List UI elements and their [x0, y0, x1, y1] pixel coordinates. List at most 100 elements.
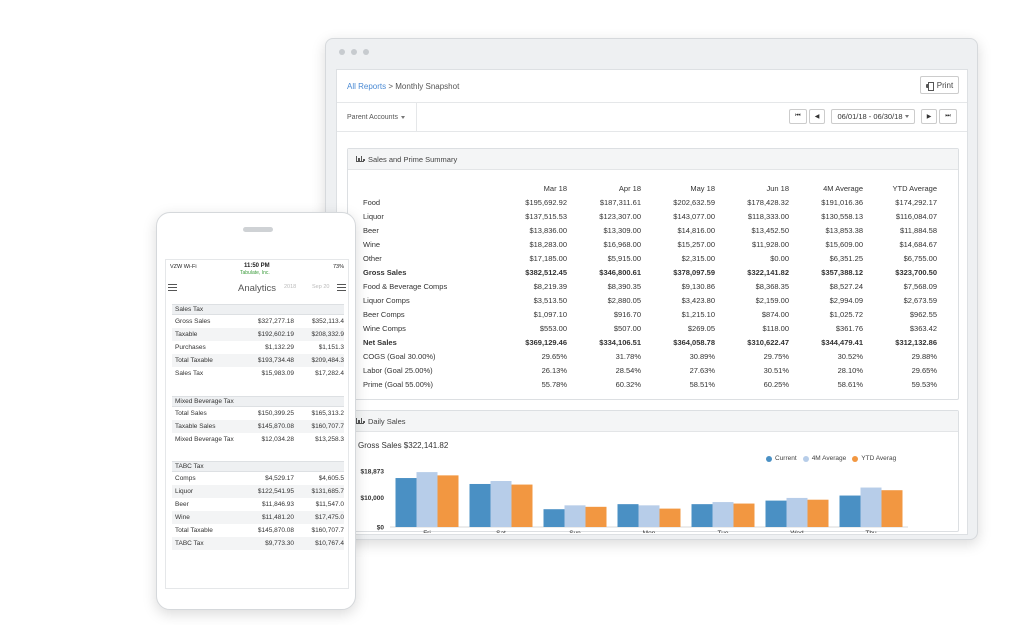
mobile-row: Total Sales $150,399.25 $165,313.2 [172, 407, 344, 420]
breadcrumb: All Reports > Monthly Snapshot [347, 82, 459, 91]
mobile-row-value: $193,734.48 [257, 357, 294, 364]
parent-accounts-dropdown[interactable]: Parent Accounts [337, 103, 417, 131]
first-page-button[interactable]: ⏮ [789, 109, 807, 124]
next-page-button[interactable]: ▶ [921, 109, 937, 124]
desktop-browser-window: All Reports > Monthly Snapshot Print Par… [325, 38, 978, 540]
summary-cell: $2,315.00 [681, 253, 715, 263]
bar-current[interactable] [617, 504, 639, 527]
bar-ytd-averag[interactable] [437, 475, 459, 527]
bar-4m-average[interactable] [712, 502, 734, 527]
summary-panel-header: Sales and Prime Summary [348, 149, 958, 170]
mobile-row: Total Taxable $145,870.08 $160,707.7 [172, 524, 344, 537]
bar-4m-average[interactable] [416, 472, 438, 527]
summary-cell: 58.51% [689, 379, 715, 389]
mobile-title: Analytics [237, 283, 276, 294]
mobile-row-value: $15,983.09 [261, 370, 294, 377]
summary-cell: $874.00 [761, 309, 789, 319]
bar-4m-average[interactable] [490, 481, 512, 527]
chart-legend: Current 4M Average YTD Averag [766, 455, 896, 462]
ghost-tab[interactable]: Sep 20 [312, 284, 330, 290]
summary-cell: $7,568.09 [903, 281, 937, 291]
status-battery: 73% [332, 264, 344, 270]
bar-4m-average[interactable] [786, 497, 808, 527]
window-dot-icon[interactable] [339, 49, 345, 55]
bar-ytd-averag[interactable] [511, 484, 533, 527]
window-dot-icon[interactable] [351, 49, 357, 55]
summary-cell: 29.75% [763, 351, 789, 361]
mobile-row-value: $150,399.25 [257, 410, 294, 417]
summary-column-header: 4M Average [823, 183, 863, 193]
y-tick-label: $10,000 [361, 495, 385, 502]
bar-ytd-averag[interactable] [585, 506, 607, 527]
summary-cell: $382,512.45 [525, 267, 567, 277]
mobile-row-value: $352,113.4 [311, 318, 344, 325]
report-app: All Reports > Monthly Snapshot Print Par… [336, 69, 968, 535]
summary-cell: $378,097.59 [673, 267, 715, 277]
summary-cell: $8,527.24 [829, 281, 863, 291]
summary-row: Gross Sales $382,512.45 $346,800.61 $378,09… [363, 265, 937, 279]
last-page-button[interactable]: ⏭ [939, 109, 957, 124]
menu-icon[interactable] [337, 284, 346, 291]
bar-ytd-averag[interactable] [881, 490, 903, 527]
mobile-row-value: $13,258.3 [315, 436, 344, 443]
x-tick-label: Sun [569, 530, 581, 533]
bar-current[interactable] [765, 500, 787, 527]
window-controls [339, 49, 369, 55]
bar-current[interactable] [395, 478, 417, 527]
bar-ytd-averag[interactable] [733, 503, 755, 527]
mobile-row: Gross Sales $327,277.18 $352,113.4 [172, 315, 344, 328]
bar-current[interactable] [469, 483, 491, 527]
print-button[interactable]: Print [920, 76, 959, 94]
breadcrumb-current: Monthly Snapshot [395, 82, 460, 91]
daily-sales-panel: Daily Sales Gross Sales $322,141.82 Curr… [347, 410, 959, 533]
summary-row: Food & Beverage Comps $8,219.39 $8,390.35 $… [363, 279, 937, 293]
breadcrumb-all-reports[interactable]: All Reports [347, 82, 387, 91]
x-tick-label: Mon [643, 530, 656, 533]
phone-speaker [243, 227, 273, 232]
bar-4m-average[interactable] [860, 487, 882, 527]
bar-current[interactable] [691, 504, 713, 527]
gross-sales-total: Gross Sales $322,141.82 [358, 441, 449, 450]
mobile-row-value: $1,132.29 [265, 344, 294, 351]
legend-item[interactable]: Current [766, 455, 797, 462]
prev-page-button[interactable]: ◀ [809, 109, 825, 124]
mobile-row-label: Mixed Beverage Tax [175, 436, 234, 443]
legend-item[interactable]: YTD Averag [852, 455, 896, 462]
bar-4m-average[interactable] [638, 505, 660, 527]
summary-row: Liquor $137,515.53 $123,307.00 $143,077.00 $… [363, 209, 937, 223]
mobile-row-value: $10,767.4 [315, 540, 344, 547]
mobile-section: Mixed Beverage Tax Total Sales $150,399.25… [172, 396, 344, 446]
bar-current[interactable] [839, 495, 861, 527]
ghost-tab[interactable]: 2018 [284, 284, 297, 290]
bar-ytd-averag[interactable] [659, 508, 681, 527]
window-dot-icon[interactable] [363, 49, 369, 55]
summary-cell: $8,219.39 [533, 281, 567, 291]
summary-row-label: Prime (Goal 55.00%) [363, 379, 434, 389]
mobile-row: Total Taxable $193,734.48 $209,484.3 [172, 354, 344, 367]
summary-cell: $14,816.00 [677, 225, 715, 235]
mobile-row-value: $11,547.0 [315, 501, 344, 508]
summary-cell: $0.00 [770, 253, 789, 263]
mobile-row-value: $327,277.18 [257, 318, 294, 325]
mobile-section-title: TABC Tax [172, 461, 344, 472]
date-range-dropdown[interactable]: 06/01/18 - 06/30/18 [831, 109, 915, 124]
summary-cell: $130,558.13 [821, 211, 863, 221]
x-tick-label: Fri [423, 530, 431, 533]
summary-cell: $2,673.59 [903, 295, 937, 305]
mobile-row-value: $192,602.19 [257, 331, 294, 338]
mobile-row: Mixed Beverage Tax $12,034.28 $13,258.3 [172, 433, 344, 446]
summary-cell: $962.55 [909, 309, 937, 319]
summary-table: Mar 18 Apr 18 May 18 Jun 18 4M Average YTD Av… [363, 181, 937, 391]
menu-icon[interactable] [168, 284, 177, 291]
mobile-row: Taxable $192,602.19 $208,332.9 [172, 328, 344, 341]
bar-ytd-averag[interactable] [807, 499, 829, 527]
summary-row-label: Liquor [363, 211, 384, 221]
y-tick-label: $18,873 [361, 469, 385, 476]
bar-current[interactable] [543, 509, 565, 527]
status-url: Tabulate, Inc. [240, 270, 270, 276]
summary-cell: $13,836.00 [529, 225, 567, 235]
summary-cell: $334,106.51 [599, 337, 641, 347]
summary-row-label: Wine Comps [363, 323, 406, 333]
bar-4m-average[interactable] [564, 505, 586, 527]
legend-item[interactable]: 4M Average [802, 455, 846, 462]
